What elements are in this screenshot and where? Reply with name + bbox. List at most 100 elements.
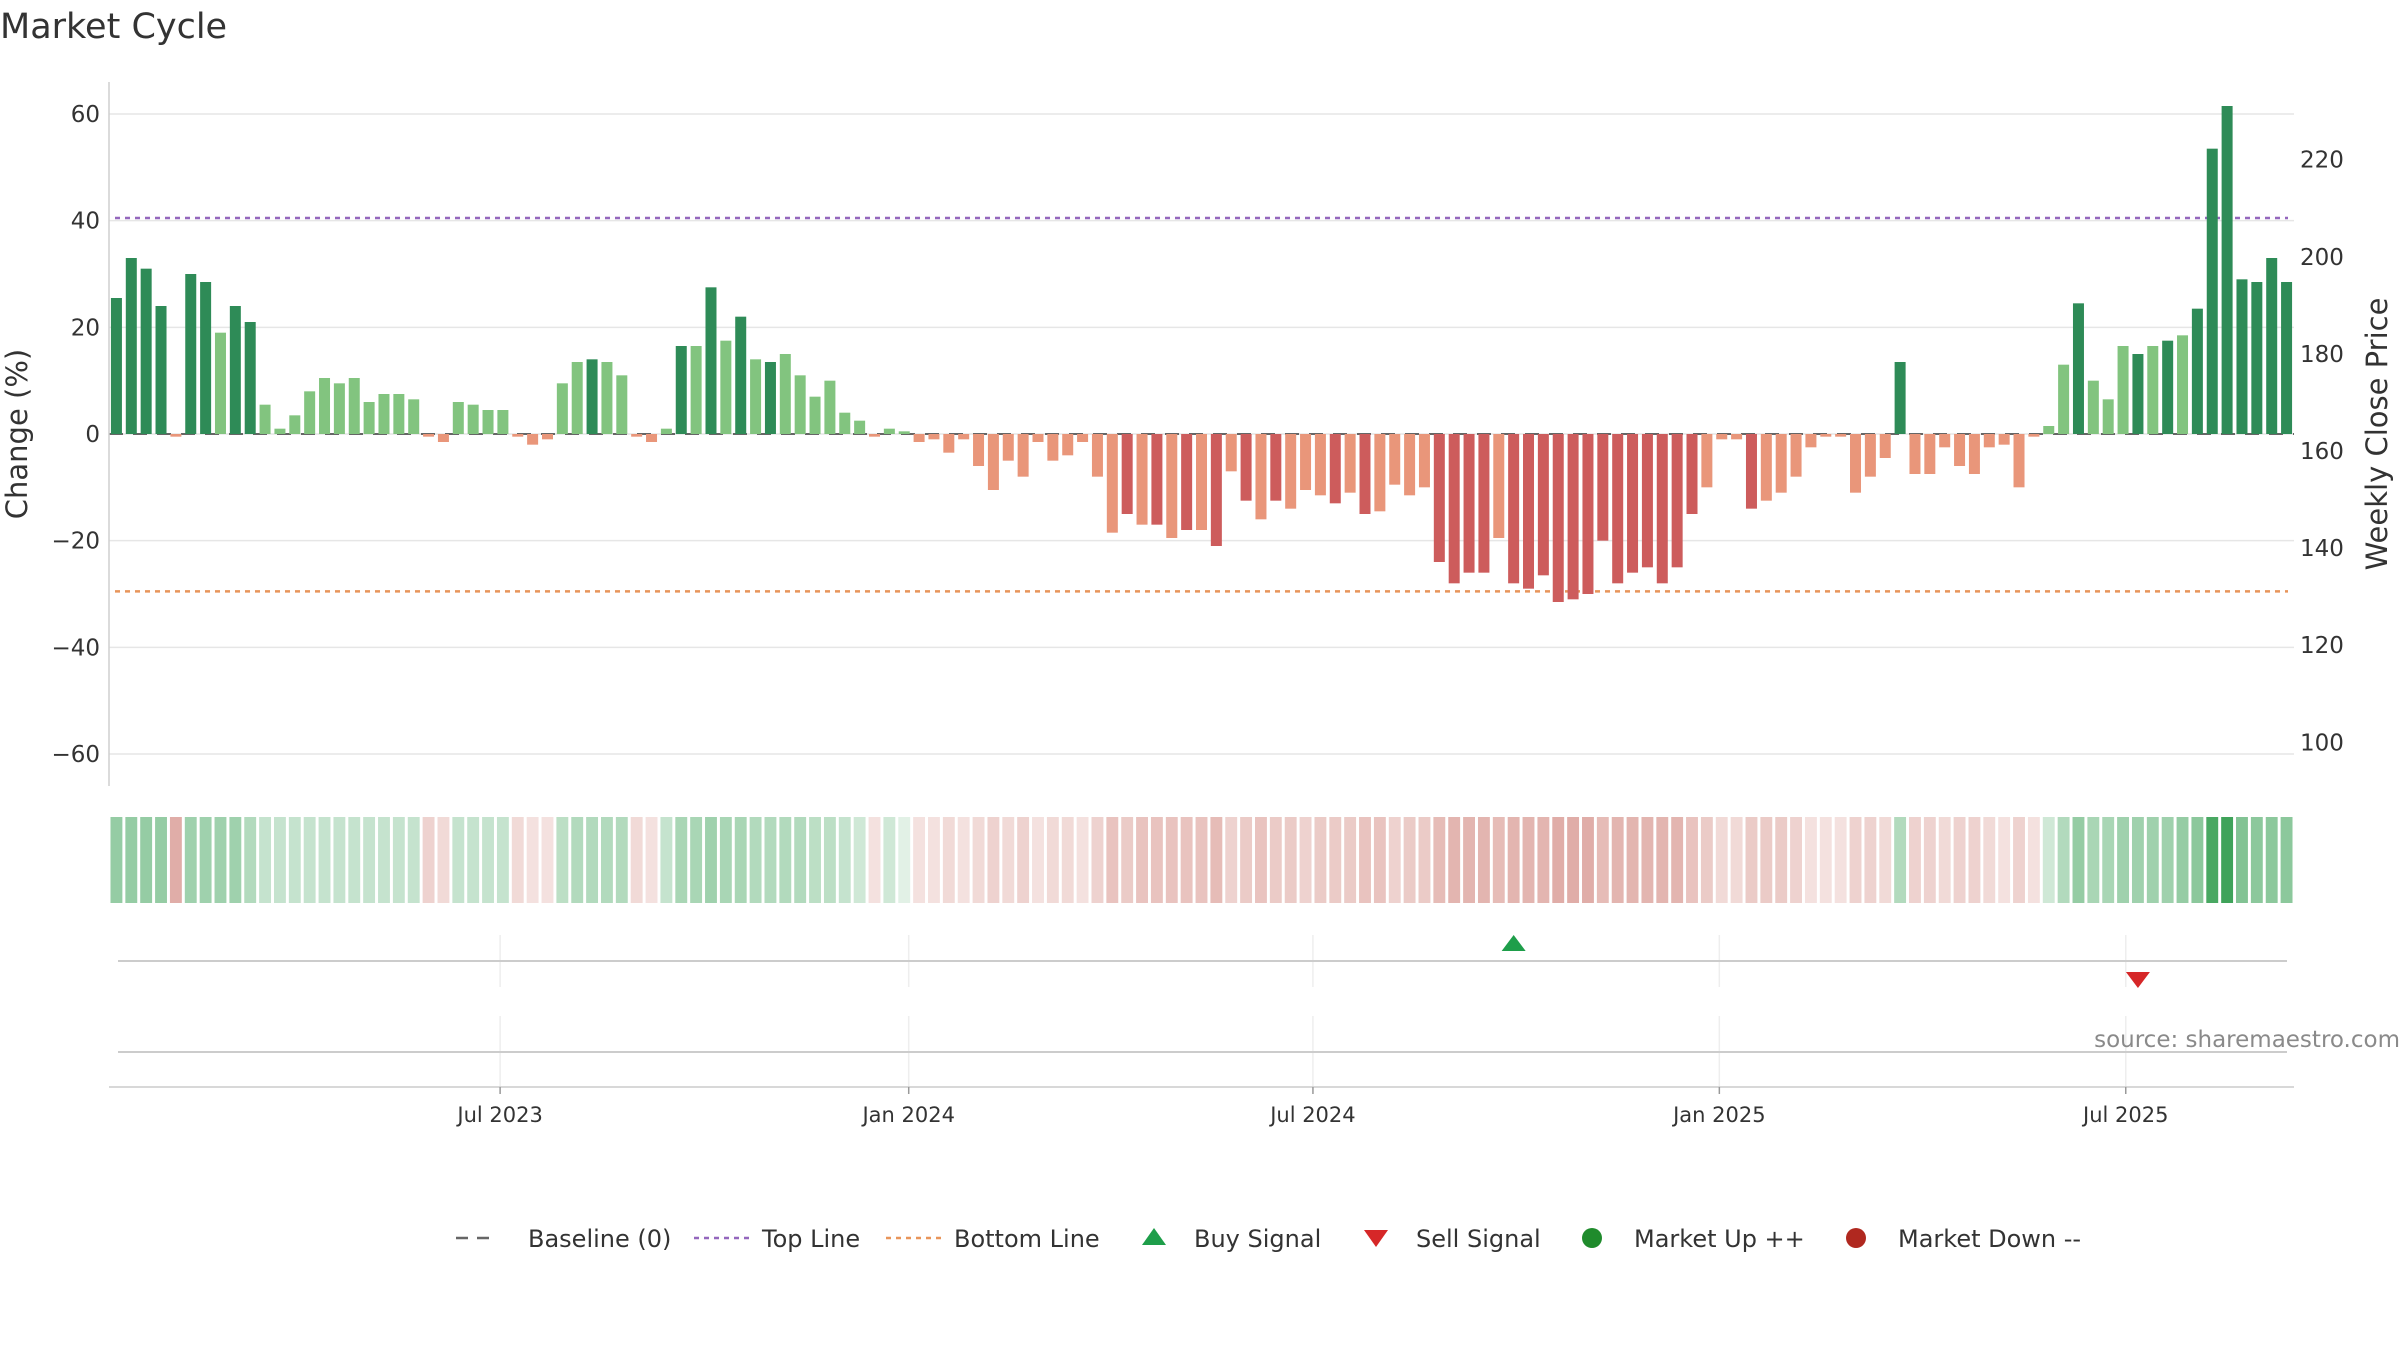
bar (333, 383, 345, 434)
bar (1805, 434, 1817, 448)
strip-cell (838, 817, 851, 903)
strip-cell (779, 817, 792, 903)
bar (1894, 362, 1906, 434)
bar (512, 434, 524, 437)
legend-item: Bottom Line (886, 1225, 1100, 1253)
strip-cell (823, 817, 836, 903)
bar (1641, 434, 1653, 568)
strip-cell (1983, 817, 1996, 903)
bar (1374, 434, 1386, 512)
bar (1136, 434, 1148, 525)
bar (2058, 364, 2070, 434)
bar (1612, 434, 1624, 584)
bar (913, 434, 925, 442)
strip-cell (2206, 817, 2219, 903)
strip-cell (957, 817, 970, 903)
strip-cell (1596, 817, 1609, 903)
bar (1285, 434, 1297, 509)
legend-swatch (1846, 1228, 1866, 1248)
legend: Baseline (0) Top Line Bottom Line Buy Signa… (456, 1225, 2081, 1253)
strip-cell (2265, 817, 2278, 903)
strip-cell (1269, 817, 1282, 903)
bar (571, 362, 583, 434)
bar (809, 396, 821, 434)
bar (1939, 434, 1951, 448)
bar (2072, 303, 2084, 434)
strip-cell (942, 817, 955, 903)
bar (824, 380, 836, 434)
bar (1701, 434, 1713, 488)
strip-cell (1240, 817, 1253, 903)
legend-label: Market Down -- (1898, 1225, 2081, 1253)
strip-cell (1373, 817, 1386, 903)
strip-cell (2027, 817, 2040, 903)
strip-cell (1730, 817, 1743, 903)
bar (1716, 434, 1728, 440)
bar (1314, 434, 1326, 496)
bar (1567, 434, 1579, 600)
strip-cell (1091, 817, 1104, 903)
strip-cell (2087, 817, 2100, 903)
bar (2013, 434, 2025, 488)
bar (1062, 434, 1074, 456)
y-tick-label: −20 (51, 529, 100, 555)
strip-cell (1671, 817, 1684, 903)
strip-cell (303, 817, 316, 903)
strip-cell (1329, 817, 1342, 903)
bar (244, 322, 256, 434)
strip-cell (1463, 817, 1475, 903)
legend-item: Buy Signal (1142, 1225, 1321, 1253)
bar (586, 359, 598, 434)
bar (1537, 434, 1549, 576)
strip-cell (1061, 817, 1074, 903)
bar (943, 434, 955, 453)
strip-cell (2102, 817, 2115, 903)
bar (1998, 434, 2010, 445)
legend-item: Market Down -- (1846, 1225, 2081, 1253)
bar (1864, 434, 1876, 477)
strip-cell (2146, 817, 2159, 903)
bar (1002, 434, 1014, 461)
strip-cell (452, 817, 465, 903)
strip-cell (1195, 817, 1208, 903)
strip-cell (467, 817, 480, 903)
strip-cell (1715, 817, 1728, 903)
strip-cell (2117, 817, 2130, 903)
strip-cell (630, 817, 643, 903)
strip-cell (273, 817, 286, 903)
bar (274, 428, 286, 434)
bar (1745, 434, 1757, 509)
strip-cell (407, 817, 420, 903)
bar (735, 316, 747, 434)
strip-cell (1641, 817, 1654, 903)
strip-cell (1299, 817, 1312, 903)
bar (1582, 434, 1594, 594)
y2-tick-label: 220 (2300, 148, 2344, 174)
strip-cell (972, 817, 985, 903)
bar (289, 415, 301, 434)
bar (898, 431, 910, 434)
y-tick-label: −40 (51, 635, 100, 661)
strip-cell (2191, 817, 2204, 903)
bar (1017, 434, 1029, 477)
bar (423, 434, 435, 437)
strip-cell (571, 817, 584, 903)
strip-cell (1626, 817, 1639, 903)
strip-cell (1686, 817, 1698, 903)
strip-cell (1656, 817, 1669, 903)
bar (764, 362, 776, 434)
bar (229, 306, 241, 434)
bar (1181, 434, 1193, 530)
x-axis-ticks: Jul 2023 Jan 2024 Jul 2024 Jan 2025 Jul 2025 (455, 1087, 2168, 1127)
strip-cell (1017, 817, 1030, 903)
x-tick-label: Jan 2024 (860, 1103, 955, 1127)
strip-cell (1998, 817, 2011, 903)
strip-cell (601, 817, 613, 903)
bar (1404, 434, 1416, 496)
bar (1835, 434, 1847, 437)
y-axis-label: Change (%) (0, 349, 34, 519)
bar (660, 428, 672, 434)
bar (1240, 434, 1252, 501)
bar (378, 394, 390, 434)
